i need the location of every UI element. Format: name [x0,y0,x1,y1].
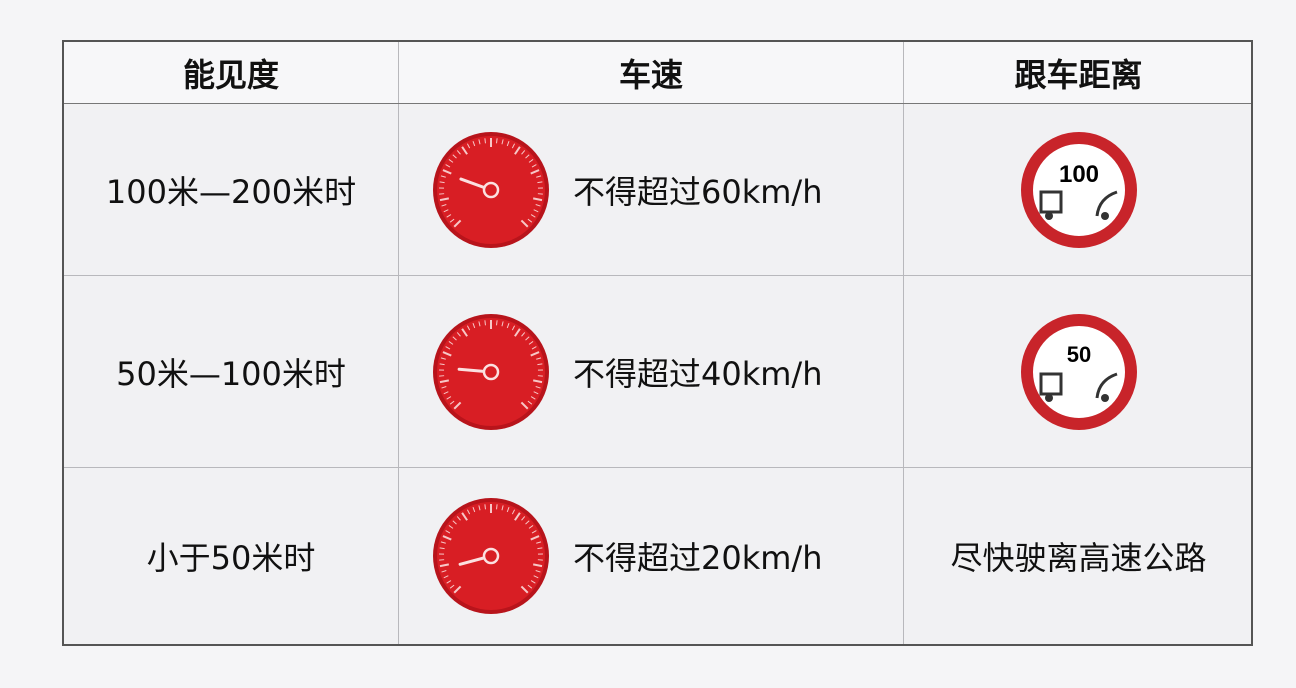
speed-limit-text: 不得超过40km/h [573,354,823,393]
distance-cell: 100 [904,104,1253,275]
column-divider [398,42,399,644]
speed-cell: 不得超过60km/h [399,104,903,275]
visibility-speed-table: 能见度 车速 跟车距离 100米—200米时 50米—100米时 小于50米时 … [62,40,1253,646]
speed-cell: 不得超过40km/h [399,276,903,467]
speed-limit-text: 不得超过60km/h [573,172,823,211]
speedometer-icon [433,131,549,248]
sign-distance-value: 100 [1058,161,1098,188]
header-visibility: 能见度 [182,55,279,94]
column-divider [903,42,904,644]
row-divider [64,275,1251,276]
visibility-cell: 50米—100米时 [116,354,346,393]
distance-cell: 尽快驶离高速公路 [950,539,1207,577]
following-distance-sign-icon: 100 [1020,131,1137,248]
visibility-cell: 100米—200米时 [105,172,357,211]
speed-limit-text: 不得超过20km/h [573,539,823,577]
row-divider [64,103,1251,104]
header-distance: 跟车距离 [1014,55,1143,94]
speedometer-icon [433,498,549,614]
speedometer-icon [433,313,549,430]
following-distance-sign-icon: 50 [1020,313,1137,430]
speed-cell: 不得超过20km/h [399,468,903,644]
header-row [64,42,1251,103]
visibility-cell: 小于50米时 [146,539,316,577]
row-divider [64,467,1251,468]
header-speed: 车速 [618,55,683,94]
sign-distance-value: 50 [1066,342,1090,367]
distance-cell: 50 [904,276,1253,467]
